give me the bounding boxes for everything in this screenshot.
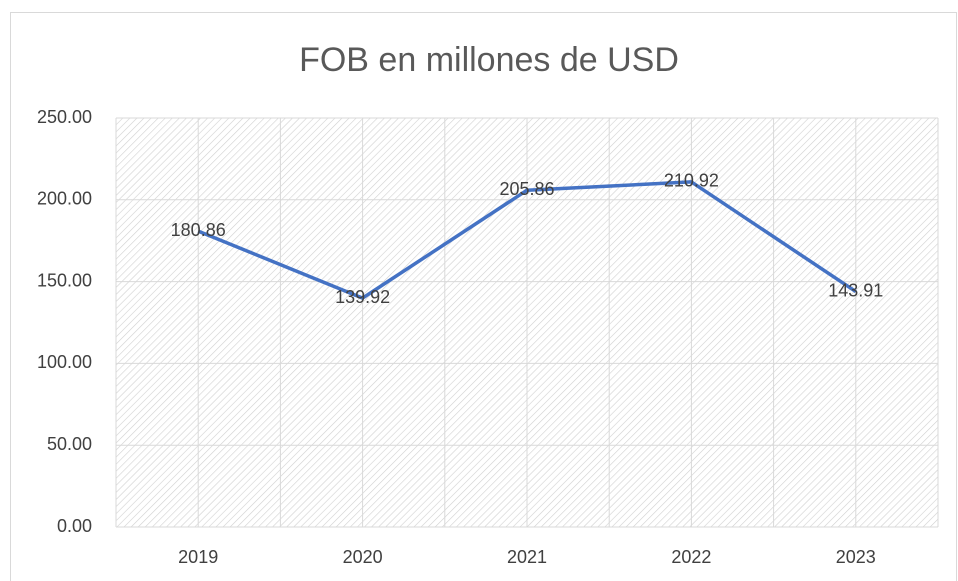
y-tick-label: 150.00 [37,270,92,290]
data-label: 143.91 [828,280,883,300]
data-label: 180.86 [171,220,226,240]
data-label: 210.92 [664,171,719,191]
y-tick-label: 0.00 [57,516,92,536]
x-tick-label: 2022 [671,547,711,567]
data-label: 139.92 [335,287,390,307]
y-tick-label: 50.00 [47,434,92,454]
chart-title: FOB en millones de USD [299,41,679,79]
x-tick-label: 2021 [507,547,547,567]
y-tick-label: 100.00 [37,352,92,372]
x-tick-label: 2019 [178,547,218,567]
x-tick-label: 2020 [343,547,383,567]
y-tick-label: 250.00 [37,107,92,127]
data-label: 205.86 [499,179,554,199]
x-tick-label: 2023 [836,547,876,567]
line-series [197,180,857,300]
y-tick-label: 200.00 [37,189,92,209]
